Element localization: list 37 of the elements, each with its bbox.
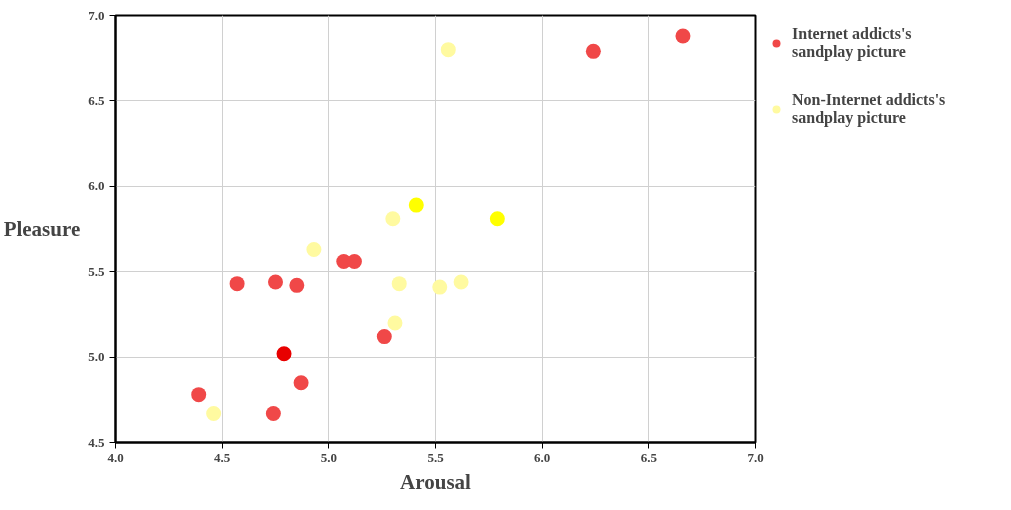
x-tick-label: 5.5 [427,449,445,465]
x-tick-label: 6.5 [640,449,658,465]
point [387,315,403,331]
y-tick-label: 5.0 [88,349,105,365]
point [453,274,469,290]
point [276,346,292,362]
x-tick-label: 4.0 [107,449,124,465]
point [391,276,407,292]
x-tick-label: 4.5 [214,449,231,465]
y-tick-label: 5.5 [88,263,105,279]
point [229,276,245,292]
y-tick-label: 7.0 [88,7,105,23]
point [306,242,322,257]
point [376,329,392,345]
point [675,28,691,44]
y-tick-label: 4.5 [88,434,105,450]
legend-label: Non-Internet addicts's sandplay picture [792,91,946,127]
y-tick-label: 6.0 [88,178,105,194]
point [289,277,305,293]
point [206,405,222,421]
x-tick-label: 7.0 [747,449,764,465]
point [408,197,424,213]
x-axis-title: Arousal [400,469,472,494]
legend-label: Internet addicts's sandplay picture [792,25,912,61]
point [489,211,505,227]
point [585,43,601,59]
point [293,375,309,391]
x-tick-label: 5.0 [320,449,337,465]
y-axis-title: Pleasure [3,217,81,241]
x-tick-label: 6.0 [534,449,551,465]
point [440,42,456,58]
point [191,387,207,403]
point [265,405,281,421]
point [268,274,283,290]
y-tick-label: 6.5 [88,92,105,108]
point [385,211,401,227]
point [432,279,448,295]
